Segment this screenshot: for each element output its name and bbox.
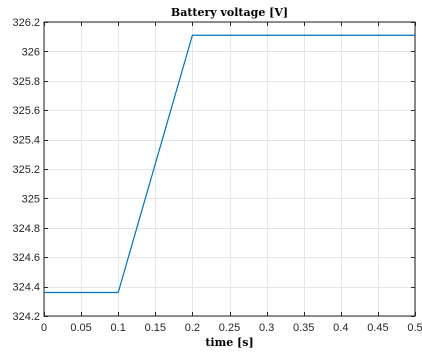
ticks: 0 0.05 0.1 0.15 0.2 0.25 0.3 0.35 0.4 0.45 0.5 324.… <box>12 17 422 334</box>
y-tick-label: 324.6 <box>12 252 40 264</box>
y-tick-label: 325 <box>22 193 40 205</box>
x-tick-label: 0.45 <box>367 322 388 334</box>
x-tick-label: 0.5 <box>407 322 422 334</box>
y-tick-label: 325.6 <box>12 105 40 117</box>
x-tick-label: 0.4 <box>333 322 348 334</box>
x-tick-label: 0.3 <box>259 322 274 334</box>
x-tick-label: 0.25 <box>219 322 240 334</box>
x-tick-label: 0 <box>41 322 47 334</box>
y-tick-label: 325.8 <box>12 76 40 88</box>
y-tick-label: 326 <box>22 46 40 58</box>
y-tick-label: 326.2 <box>12 17 40 29</box>
y-tick-label: 325.2 <box>12 164 40 176</box>
x-tick-label: 0.1 <box>111 322 126 334</box>
y-tick-label: 325.4 <box>12 135 40 147</box>
y-tick-label: 324.4 <box>12 282 40 294</box>
x-tick-label: 0.35 <box>293 322 314 334</box>
series-layer <box>44 34 415 294</box>
y-tick-label: 324.8 <box>12 223 40 235</box>
x-axis-label: time [s] <box>205 336 253 349</box>
series-line <box>44 34 415 294</box>
x-tick-label: 0.2 <box>185 322 200 334</box>
x-tick-label: 0.15 <box>145 322 166 334</box>
chart-title: Battery voltage [V] <box>171 6 288 19</box>
y-tick-label: 324.2 <box>12 311 40 323</box>
x-tick-label: 0.05 <box>70 322 91 334</box>
